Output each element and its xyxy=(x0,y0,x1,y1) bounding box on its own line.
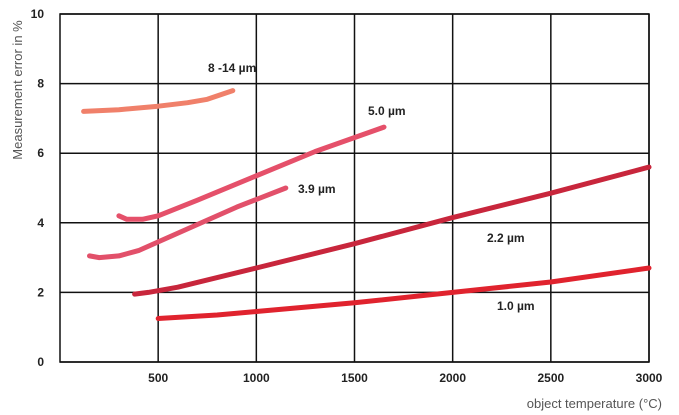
series-label: 1.0 µm xyxy=(497,299,535,313)
y-tick-label: 2 xyxy=(37,285,44,299)
x-tick-label: 500 xyxy=(148,371,168,385)
series-labels: 8 -14 µm 5.0 µm 3.9 µm 2.2 µm 1.0 µm xyxy=(208,61,535,313)
x-tick-label: 3000 xyxy=(636,371,663,385)
y-tick-label: 0 xyxy=(37,355,44,369)
y-tick-label: 8 xyxy=(37,77,44,91)
x-tick-label: 1000 xyxy=(243,371,270,385)
grid xyxy=(59,13,650,363)
series-lines xyxy=(81,88,652,321)
series-line xyxy=(116,124,387,222)
plot-frame xyxy=(59,13,650,363)
series-line xyxy=(81,88,236,114)
series-label: 2.2 µm xyxy=(487,231,525,245)
x-axis-title: object temperature (°C) xyxy=(527,396,662,411)
series-label: 5.0 µm xyxy=(368,104,406,118)
series-label: 3.9 µm xyxy=(298,182,336,196)
x-tick-label: 1500 xyxy=(341,371,368,385)
y-axis-title: Measurement error in % xyxy=(10,20,25,160)
series-line xyxy=(87,185,289,261)
series-line xyxy=(155,265,652,321)
y-tick-label: 10 xyxy=(31,7,45,21)
series-label: 8 -14 µm xyxy=(208,61,256,75)
y-tick-label: 6 xyxy=(37,146,44,160)
y-tick-label: 4 xyxy=(37,216,44,230)
x-tick-label: 2000 xyxy=(439,371,466,385)
x-tick-label: 2500 xyxy=(537,371,564,385)
series-line xyxy=(132,164,652,297)
tick-labels: 500 1000 1500 2000 2500 3000 0 2 4 6 8 10 xyxy=(31,7,663,385)
